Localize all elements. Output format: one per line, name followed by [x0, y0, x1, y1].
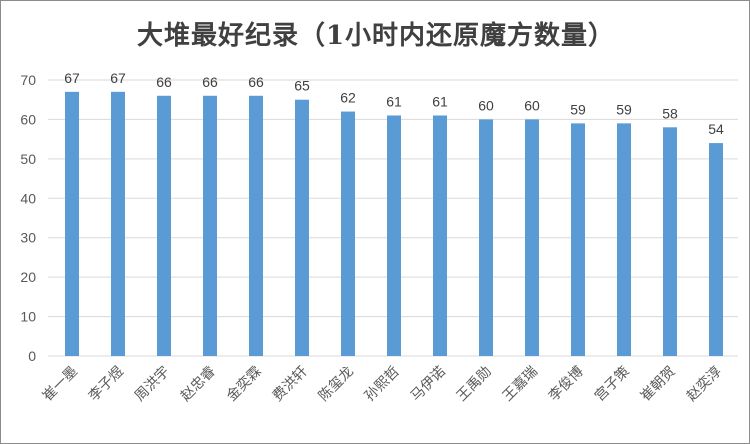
bar	[617, 123, 631, 356]
category-label: 孙熙哲	[362, 364, 403, 405]
data-label: 67	[64, 70, 80, 86]
data-label: 67	[110, 70, 126, 86]
bar	[341, 111, 355, 357]
bar	[571, 123, 585, 356]
category-label: 崔一墨	[40, 364, 81, 405]
data-label: 66	[156, 74, 172, 90]
y-axis-ticks: 0 10 20 30 40 50 60 70	[20, 72, 36, 364]
bar	[295, 99, 309, 356]
y-tick-label: 60	[20, 111, 36, 127]
y-tick-label: 30	[20, 230, 36, 246]
bar	[249, 95, 263, 357]
data-label: 61	[386, 93, 402, 109]
bar	[157, 95, 171, 357]
bar	[65, 91, 79, 356]
y-tick-label: 70	[20, 72, 36, 88]
category-label: 李俊博	[545, 363, 587, 405]
y-tick-label: 0	[28, 348, 36, 364]
bar	[525, 119, 539, 356]
category-label: 陈玺龙	[315, 363, 357, 405]
category-label: 费洪轩	[270, 364, 311, 405]
category-label: 崔朝贺	[638, 364, 679, 405]
data-labels: 67 67 66 66 66 65 62 61 61 60 60 59 59 58 54	[64, 70, 724, 137]
data-label: 66	[248, 74, 264, 90]
category-label: 宫子策	[591, 363, 633, 405]
data-label: 62	[340, 90, 356, 106]
chart-title: 大堆最好纪录（1小时内还原魔方数量）	[136, 21, 616, 51]
data-label: 65	[294, 78, 310, 94]
category-labels: 崔一墨 李子煜 周洪宇 赵忠睿 金奕霖 费洪轩 陈玺龙 孙熙哲 马伊诺 王禹勋 王嘉瑞 李俊博 宫子策崔…	[40, 363, 725, 405]
bar	[111, 91, 125, 356]
bar	[663, 127, 677, 356]
data-label: 61	[432, 93, 448, 109]
category-label: 王嘉瑞	[500, 364, 541, 405]
bars	[65, 91, 723, 357]
y-tick-label: 50	[20, 151, 36, 167]
bar	[709, 143, 723, 356]
data-label: 58	[662, 105, 678, 121]
data-label: 66	[202, 74, 218, 90]
y-tick-label: 20	[20, 269, 36, 285]
bar	[203, 95, 217, 357]
y-tick-label: 40	[20, 190, 36, 206]
category-label: 金奕霖	[224, 364, 265, 405]
category-label: 赵忠睿	[178, 364, 219, 405]
bar	[479, 119, 493, 356]
data-label: 59	[616, 101, 632, 117]
data-label: 60	[524, 97, 540, 113]
bar	[433, 115, 447, 356]
data-label: 59	[570, 101, 586, 117]
data-label: 60	[478, 97, 494, 113]
category-label: 王禹勋	[454, 364, 495, 405]
category-label: 马伊诺	[408, 364, 449, 405]
data-label: 54	[708, 121, 724, 137]
category-label: 李子煜	[86, 364, 127, 405]
category-label: 赵奕淳	[683, 363, 725, 405]
bar	[387, 115, 401, 356]
category-label: 周洪宇	[132, 364, 173, 405]
y-tick-label: 10	[20, 309, 36, 325]
